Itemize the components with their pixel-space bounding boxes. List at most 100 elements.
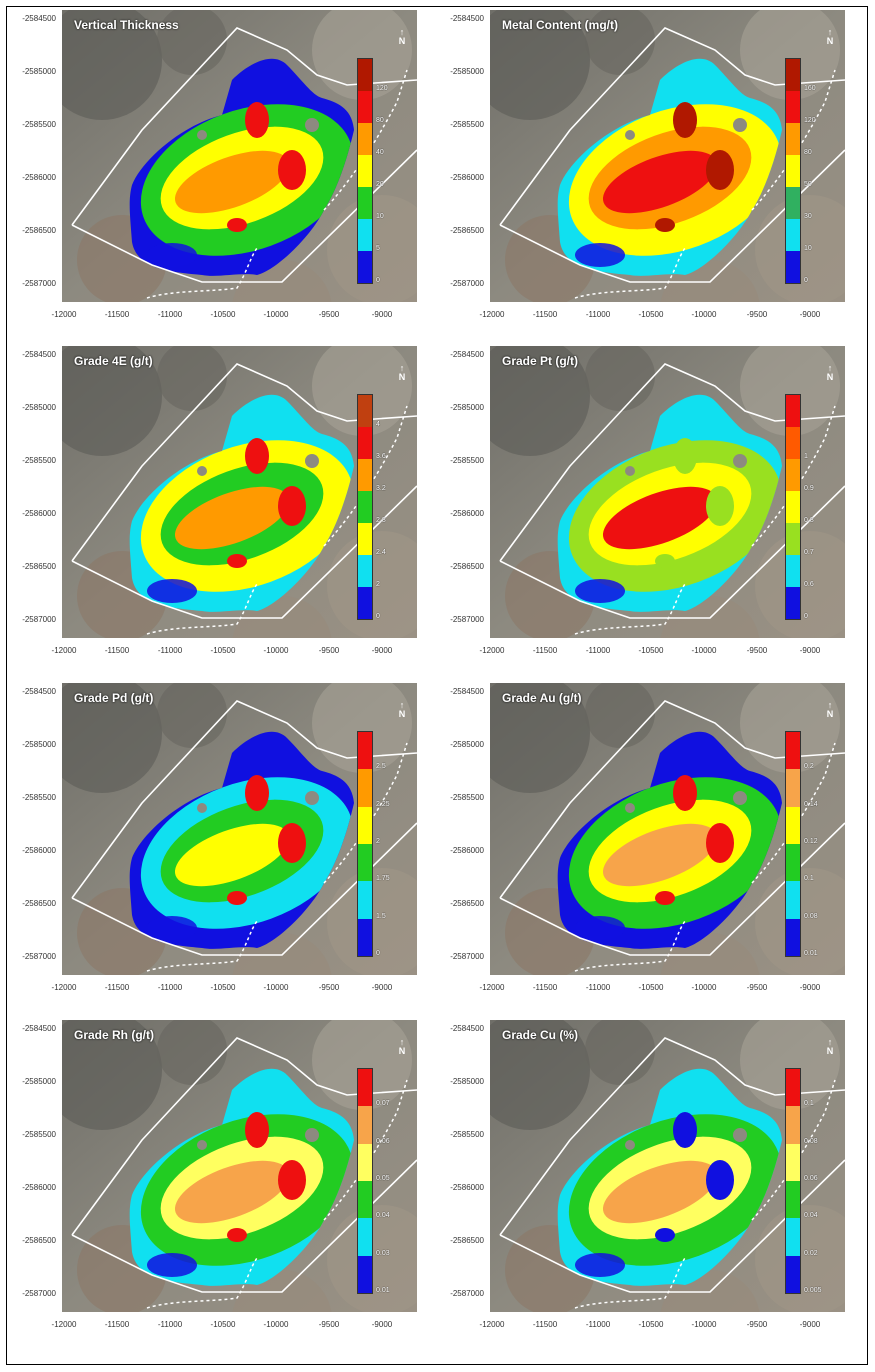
- legend-label: 50: [804, 181, 812, 188]
- legend-label: 120: [376, 85, 388, 92]
- legend-label: 0.6: [804, 581, 814, 588]
- panel-title: Grade 4E (g/t): [74, 354, 153, 368]
- x-tick-label: -11500: [104, 1320, 130, 1329]
- y-tick-label: -2585000: [450, 1077, 484, 1086]
- y-tick-label: -2585500: [22, 1130, 56, 1139]
- x-tick-label: -9500: [746, 310, 768, 319]
- x-tick-label: -11000: [585, 983, 611, 992]
- legend-swatch: [786, 881, 800, 919]
- legend-label: 0.1: [804, 875, 814, 883]
- panel-title: Grade Au (g/t): [502, 691, 582, 705]
- x-tick-label: -10000: [263, 1320, 289, 1329]
- legend-label: 0.9: [804, 485, 814, 492]
- x-tick-label: -10000: [691, 1320, 717, 1329]
- north-label: N: [826, 1046, 834, 1056]
- x-tick-label: -9500: [746, 1320, 768, 1329]
- figure-frame: [6, 6, 868, 1365]
- y-tick-label: -2587000: [22, 1289, 56, 1298]
- y-tick-label: -2584500: [22, 14, 56, 23]
- legend-swatch: [358, 91, 372, 123]
- legend-label: 0: [376, 950, 380, 957]
- legend-label: 0.05: [376, 1175, 390, 1182]
- legend-label: 0.06: [376, 1137, 390, 1145]
- y-tick-label: -2585500: [450, 1130, 484, 1139]
- satellite-map: Grade Pd (g/t) ↑ N 0 1.5 1.75 2 2.25 2.5: [62, 683, 417, 975]
- y-tick-label: -2584500: [450, 1024, 484, 1033]
- legend-swatch: [358, 59, 372, 91]
- y-tick-label: -2585000: [450, 740, 484, 749]
- legend-swatch: [786, 91, 800, 123]
- legend-swatch: [358, 1106, 372, 1144]
- x-tick-label: -10500: [638, 310, 664, 319]
- x-tick-label: -11000: [157, 310, 183, 319]
- legend-label: 1.75: [376, 875, 390, 883]
- legend-label: 120: [804, 117, 816, 124]
- legend-swatch: [786, 523, 800, 555]
- x-tick-label: -10000: [691, 646, 717, 655]
- legend-label: 2.4: [376, 549, 386, 556]
- x-tick-label: -11000: [157, 983, 183, 992]
- x-tick-label: -9000: [799, 983, 821, 992]
- legend-swatch: [786, 806, 800, 844]
- color-legend: 0 10 30 50 80 120 160: [785, 58, 816, 284]
- legend-swatch: [786, 1255, 800, 1293]
- y-tick-label: -2586000: [450, 846, 484, 855]
- x-tick-label: -10500: [210, 1320, 236, 1329]
- x-tick-label: -9000: [371, 1320, 393, 1329]
- north-arrow-icon: ↑ N: [826, 1037, 834, 1056]
- y-tick-label: -2587000: [450, 279, 484, 288]
- y-tick-label: -2584500: [450, 687, 484, 696]
- y-tick-label: -2585000: [450, 67, 484, 76]
- north-label: N: [398, 1046, 406, 1056]
- x-tick-label: -12000: [479, 310, 505, 319]
- legend-swatch: [786, 427, 800, 459]
- legend-label: 2: [376, 838, 380, 845]
- x-tick-label: -10500: [638, 646, 664, 655]
- x-tick-label: -10500: [638, 1320, 664, 1329]
- map-panel: -2584500 -2585000 -2585500 -2586000 -2586500…: [6, 1020, 426, 1350]
- y-tick-label: -2586500: [450, 226, 484, 235]
- x-tick-label: -9000: [799, 1320, 821, 1329]
- y-tick-label: -2584500: [22, 350, 56, 359]
- satellite-map: Grade Cu (%) ↑ N 0.005 0.02 0.04 0.06 0.08 0.1: [490, 1020, 845, 1312]
- x-tick-label: -11000: [585, 646, 611, 655]
- map-panel: -2584500 -2585000 -2585500 -2586000 -2586500…: [6, 683, 426, 1013]
- y-tick-label: -2586500: [22, 899, 56, 908]
- x-tick-label: -10500: [210, 983, 236, 992]
- satellite-map: Grade Pt (g/t) ↑ N 0 0.6 0.7 0.8 0.9 1: [490, 346, 845, 638]
- panel-title: Vertical Thickness: [74, 18, 179, 32]
- y-tick-label: -2586000: [450, 173, 484, 182]
- x-tick-label: -9000: [371, 646, 393, 655]
- legend-label: 0.07: [376, 1100, 390, 1108]
- legend-swatch: [358, 491, 372, 523]
- legend-label: 0.03: [376, 1249, 390, 1257]
- legend-swatch: [358, 769, 372, 807]
- legend-swatch: [358, 1218, 372, 1256]
- y-tick-label: -2586000: [22, 509, 56, 518]
- legend-swatch: [358, 459, 372, 491]
- legend-swatch: [786, 395, 800, 427]
- x-tick-label: -12000: [479, 646, 505, 655]
- y-tick-label: -2585500: [22, 456, 56, 465]
- legend-swatch: [786, 187, 800, 219]
- legend-label: 40: [376, 149, 384, 156]
- legend-swatch: [358, 219, 372, 251]
- geology-grade-map: [490, 346, 845, 638]
- legend-label: 0.7: [804, 549, 814, 556]
- y-tick-label: -2586000: [22, 846, 56, 855]
- x-tick-label: -10500: [210, 310, 236, 319]
- y-tick-label: -2587000: [22, 279, 56, 288]
- legend-swatch: [786, 219, 800, 251]
- legend-swatch: [358, 395, 372, 427]
- y-tick-label: -2585000: [22, 1077, 56, 1086]
- x-tick-label: -9500: [746, 983, 768, 992]
- north-arrow-icon: ↑ N: [398, 700, 406, 719]
- legend-label: 20: [376, 181, 384, 188]
- legend-label: 0.02: [804, 1249, 818, 1257]
- color-legend: 0.005 0.02 0.04 0.06 0.08 0.1: [785, 1068, 822, 1294]
- x-tick-label: -9500: [318, 1320, 340, 1329]
- color-legend: 0 0.6 0.7 0.8 0.9 1: [785, 394, 814, 620]
- x-tick-label: -10000: [263, 646, 289, 655]
- panel-title: Grade Pt (g/t): [502, 354, 579, 368]
- y-tick-label: -2584500: [450, 350, 484, 359]
